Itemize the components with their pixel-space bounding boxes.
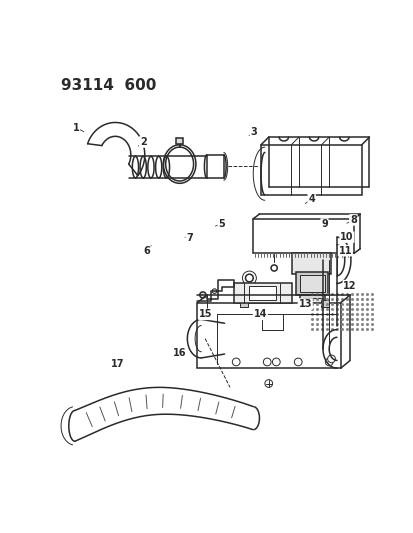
Text: 2: 2 bbox=[140, 137, 146, 147]
Text: 7: 7 bbox=[186, 233, 192, 244]
Text: 1: 1 bbox=[72, 123, 79, 133]
Circle shape bbox=[263, 358, 271, 366]
Circle shape bbox=[264, 379, 272, 387]
Circle shape bbox=[325, 358, 332, 366]
Text: 11: 11 bbox=[338, 246, 351, 256]
Bar bbox=[206, 155, 223, 178]
Circle shape bbox=[294, 358, 301, 366]
Text: 8: 8 bbox=[349, 215, 356, 225]
Bar bbox=[240, 301, 247, 306]
Text: 10: 10 bbox=[339, 232, 353, 242]
Bar bbox=[299, 295, 324, 312]
Text: 17: 17 bbox=[111, 359, 124, 368]
Text: 13: 13 bbox=[298, 299, 311, 309]
Text: 9: 9 bbox=[320, 219, 327, 229]
Bar bbox=[253, 219, 353, 253]
Text: 93114  600: 93114 600 bbox=[61, 78, 156, 93]
Bar bbox=[260, 145, 361, 195]
Text: 3: 3 bbox=[250, 127, 256, 136]
Bar bbox=[295, 272, 328, 295]
Circle shape bbox=[327, 355, 335, 363]
Text: 16: 16 bbox=[173, 348, 186, 358]
Text: 15: 15 bbox=[199, 309, 212, 319]
Bar bbox=[302, 298, 320, 309]
Bar bbox=[320, 301, 328, 306]
Text: 4: 4 bbox=[308, 195, 314, 204]
Text: 6: 6 bbox=[142, 246, 150, 256]
Bar bbox=[233, 284, 291, 303]
Text: 14: 14 bbox=[253, 309, 266, 319]
Bar bbox=[176, 138, 183, 144]
Text: 12: 12 bbox=[342, 280, 356, 290]
Bar bbox=[299, 275, 324, 292]
Circle shape bbox=[232, 358, 240, 366]
Bar bbox=[291, 253, 330, 274]
Text: 5: 5 bbox=[218, 219, 225, 229]
Bar bbox=[249, 286, 276, 300]
Circle shape bbox=[245, 274, 253, 282]
Circle shape bbox=[212, 289, 216, 294]
Circle shape bbox=[199, 292, 206, 298]
Circle shape bbox=[271, 265, 277, 271]
Circle shape bbox=[272, 358, 280, 366]
Bar bbox=[197, 303, 340, 368]
